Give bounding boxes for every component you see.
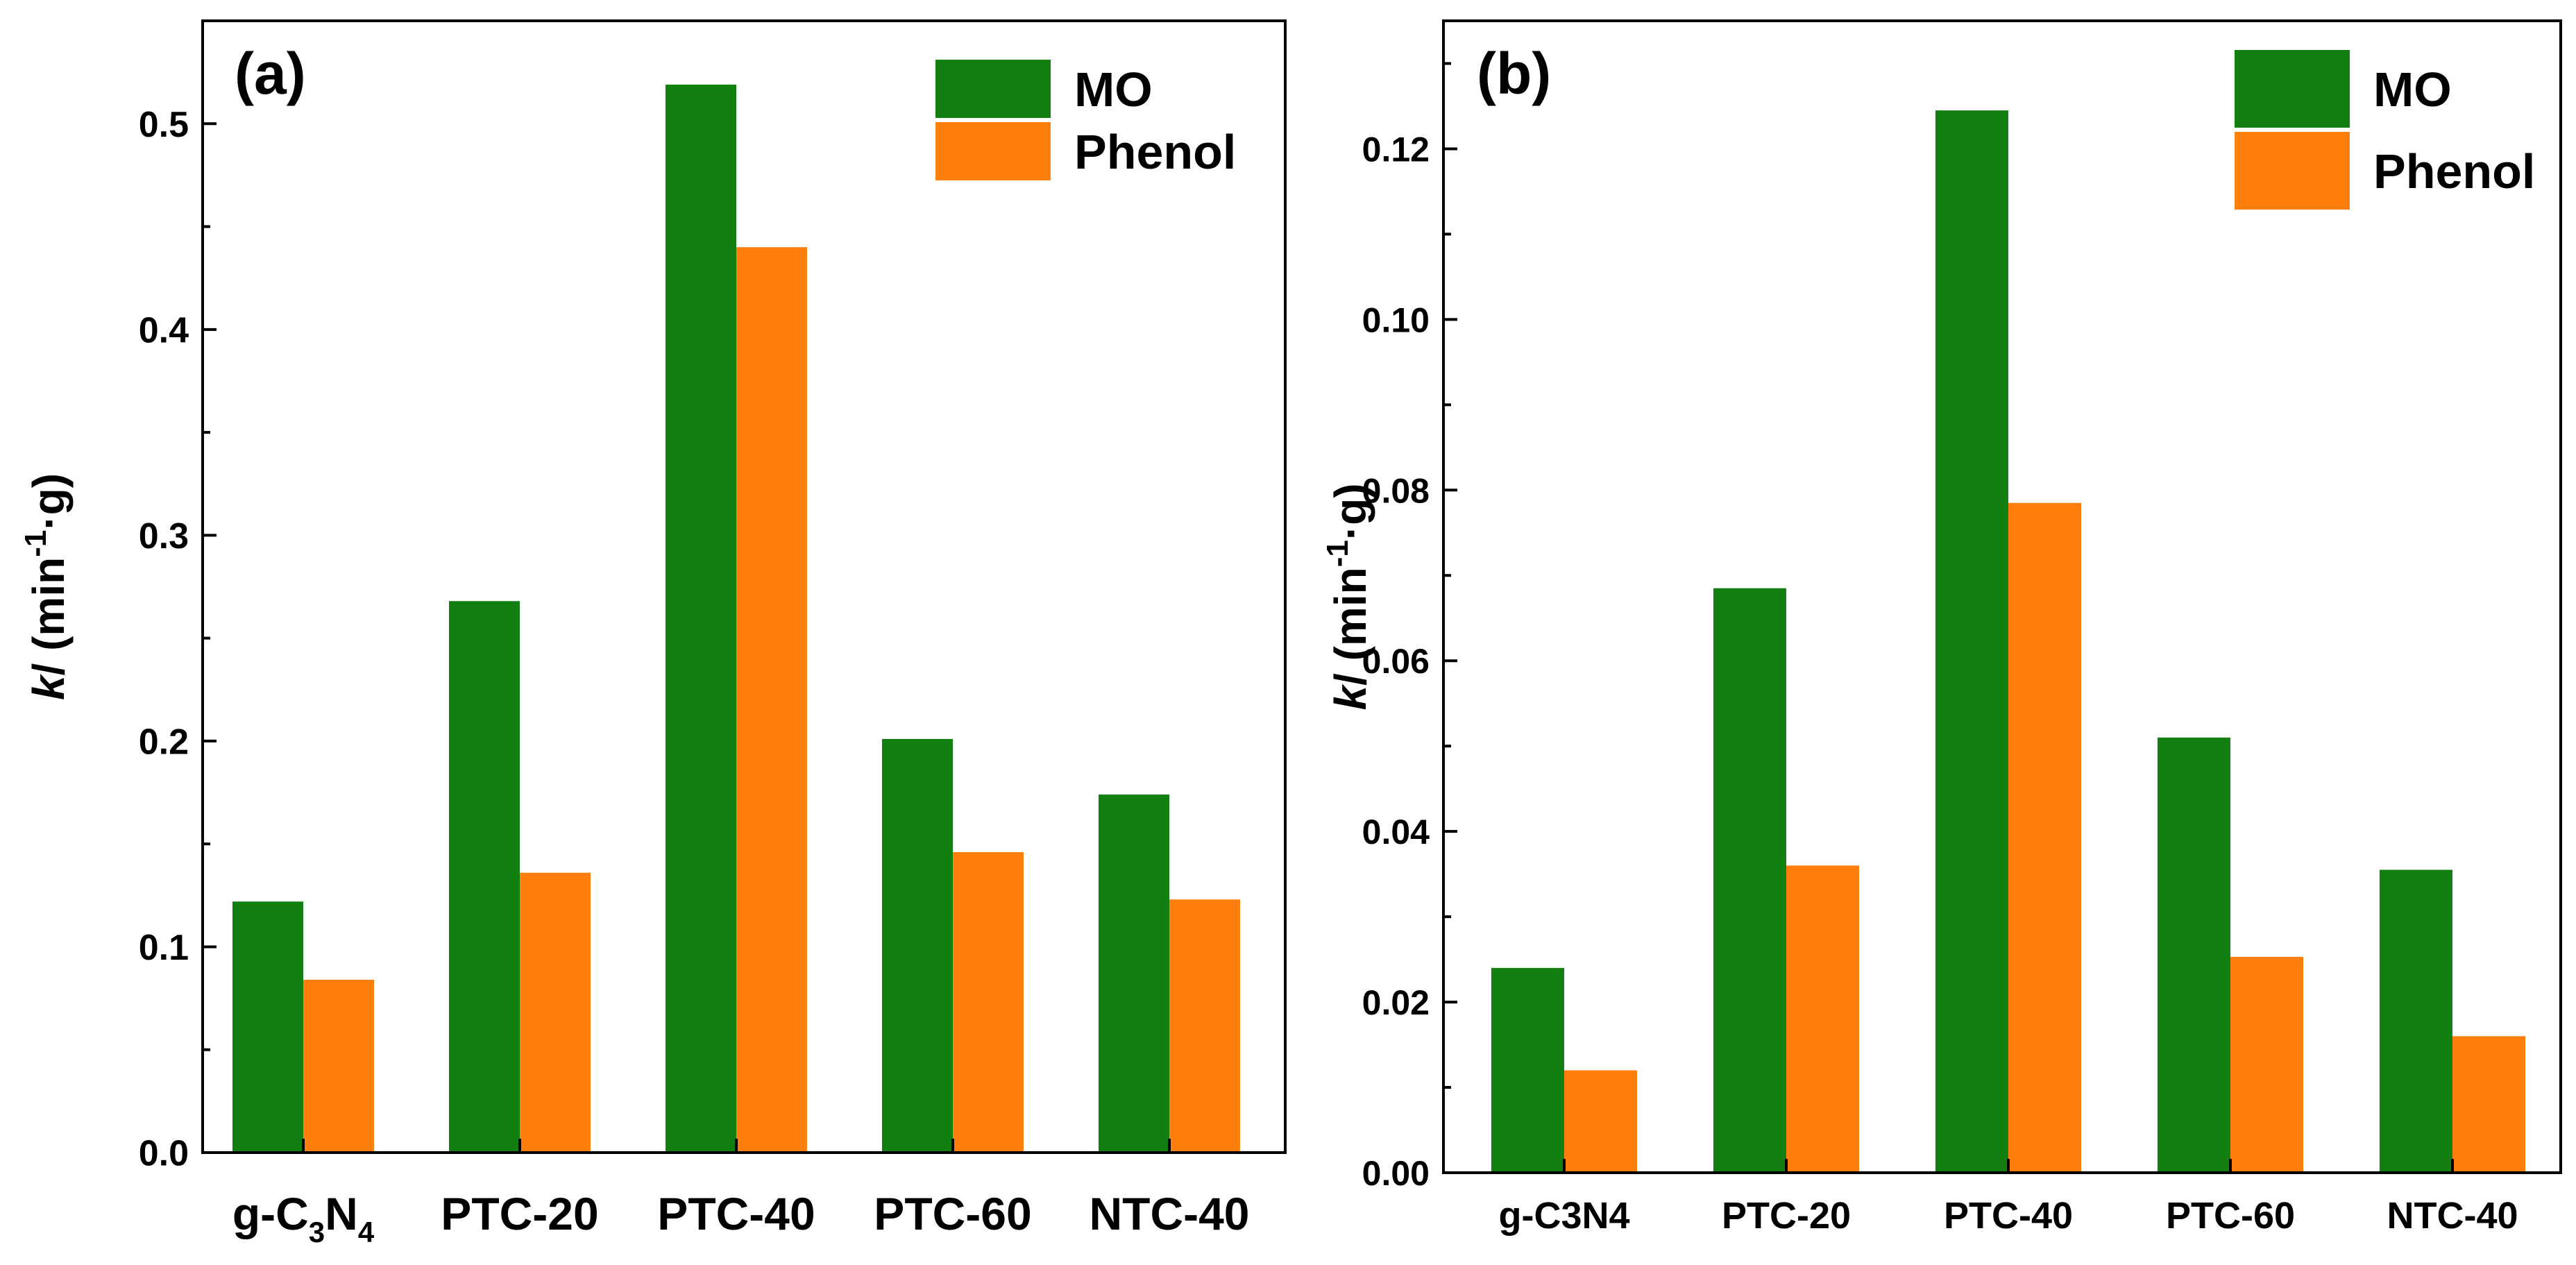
legend-swatch-mo: [2235, 50, 2350, 128]
legend-label-mo: MO: [1074, 62, 1153, 117]
x-tick-label-ptc-60: PTC-60: [2166, 1195, 2295, 1237]
bar-phenol-g-c3n4: [303, 979, 374, 1153]
x-tick-label-ptc-60: PTC-60: [874, 1188, 1031, 1239]
y-tick-label: 0.0: [139, 1134, 189, 1174]
bar-phenol-ptc-40: [2008, 502, 2081, 1173]
x-tick-label-ptc-40: PTC-40: [1944, 1195, 2073, 1237]
x-tick-label-ntc-40: NTC-40: [1089, 1188, 1249, 1239]
chart-panel-a: 0.0 0.1 0.2 0.3 0.4 0.5 g-C3N4 PTC-20 PTC-40 PTC-…: [19, 19, 1287, 1248]
x-tick-label-ptc-40: PTC-40: [657, 1188, 815, 1239]
y-axis-label: k/ (min-1·g): [19, 473, 74, 700]
bar-mo-g-c3n4: [1491, 967, 1564, 1173]
legend-swatch-phenol: [935, 122, 1051, 180]
legend-label-phenol: Phenol: [1074, 125, 1236, 179]
y-axis-label: k/ (min-1·g): [1321, 483, 1375, 710]
bar-phenol-ptc-20: [520, 872, 591, 1153]
y-tick-label: 0.3: [139, 516, 189, 557]
plot-frame: [201, 19, 1287, 1154]
x-tick-label-g-c3n4: g-C3N4: [232, 1188, 375, 1248]
bar-mo-ptc-60: [2158, 737, 2230, 1173]
bar-phenol-ntc-40: [2452, 1036, 2525, 1173]
y-tick-label: 0.5: [139, 105, 189, 145]
y-tick-label: 0.4: [139, 311, 189, 351]
bar-mo-ptc-40: [1935, 110, 2008, 1173]
bar-phenol-ptc-20: [1786, 865, 1859, 1173]
y-tick-label: 0.06: [1362, 642, 1430, 681]
bar-mo-ptc-60: [882, 738, 953, 1153]
y-tick-label: 0.08: [1362, 471, 1430, 510]
bar-mo-ptc-20: [1713, 588, 1786, 1173]
bar-phenol-ptc-60: [2230, 956, 2303, 1173]
x-tick-label-g-c3n4: g-C3N4: [1498, 1195, 1629, 1237]
y-tick-label: 0.1: [139, 928, 189, 968]
panel-label: (b): [1477, 41, 1551, 106]
bar-mo-ptc-20: [449, 601, 520, 1153]
y-tick-label: 0.02: [1362, 983, 1430, 1022]
x-tick-label-ptc-20: PTC-20: [1722, 1195, 1851, 1237]
y-tick-label: 0.00: [1362, 1154, 1430, 1193]
bar-phenol-g-c3n4: [1564, 1070, 1637, 1173]
y-tick-label: 0.2: [139, 722, 189, 763]
y-tick-label: 0.12: [1362, 130, 1430, 169]
legend-label-phenol: Phenol: [2373, 144, 2535, 198]
bar-mo-ntc-40: [2380, 869, 2452, 1173]
x-tick-label-ptc-20: PTC-20: [441, 1188, 598, 1239]
bar-mo-ptc-40: [666, 84, 736, 1153]
y-tick-label: 0.04: [1362, 813, 1430, 851]
bar-phenol-ptc-60: [953, 852, 1024, 1153]
legend-label-mo: MO: [2373, 62, 2452, 117]
bar-phenol-ptc-40: [736, 247, 807, 1153]
bar-mo-ntc-40: [1099, 795, 1169, 1153]
legend-swatch-mo: [935, 60, 1051, 118]
bar-phenol-ntc-40: [1169, 899, 1240, 1153]
legend-swatch-phenol: [2235, 132, 2350, 210]
panel-label: (a): [235, 41, 306, 106]
chart-panel-b: 0.00 0.02 0.04 0.06 0.08 0.10 0.12 g-C3N4 PTC-20…: [1321, 19, 2562, 1237]
y-tick-label: 0.10: [1362, 300, 1430, 339]
x-tick-label-ntc-40: NTC-40: [2387, 1195, 2518, 1237]
plot-frame: [1442, 19, 2562, 1174]
bar-mo-g-c3n4: [232, 901, 303, 1153]
